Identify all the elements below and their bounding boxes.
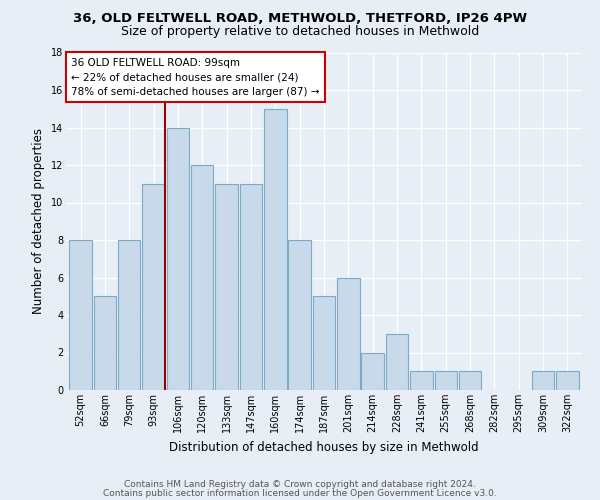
Bar [410, 371, 433, 390]
Text: 36, OLD FELTWELL ROAD, METHWOLD, THETFORD, IP26 4PW: 36, OLD FELTWELL ROAD, METHWOLD, THETFOR… [73, 12, 527, 26]
Bar [240, 184, 262, 390]
Bar [289, 240, 311, 390]
Y-axis label: Number of detached properties: Number of detached properties [32, 128, 45, 314]
Bar [70, 240, 92, 390]
Bar [167, 128, 189, 390]
Bar [264, 109, 287, 390]
Bar [191, 165, 214, 390]
Bar [532, 371, 554, 390]
Bar [386, 334, 408, 390]
X-axis label: Distribution of detached houses by size in Methwold: Distribution of detached houses by size … [169, 440, 479, 454]
Text: Size of property relative to detached houses in Methwold: Size of property relative to detached ho… [121, 25, 479, 38]
Text: 36 OLD FELTWELL ROAD: 99sqm
← 22% of detached houses are smaller (24)
78% of sem: 36 OLD FELTWELL ROAD: 99sqm ← 22% of det… [71, 58, 320, 97]
Bar [337, 278, 359, 390]
Bar [361, 352, 384, 390]
Text: Contains HM Land Registry data © Crown copyright and database right 2024.: Contains HM Land Registry data © Crown c… [124, 480, 476, 489]
Bar [434, 371, 457, 390]
Bar [459, 371, 481, 390]
Bar [94, 296, 116, 390]
Bar [118, 240, 140, 390]
Text: Contains public sector information licensed under the Open Government Licence v3: Contains public sector information licen… [103, 488, 497, 498]
Bar [313, 296, 335, 390]
Bar [556, 371, 578, 390]
Bar [215, 184, 238, 390]
Bar [142, 184, 165, 390]
